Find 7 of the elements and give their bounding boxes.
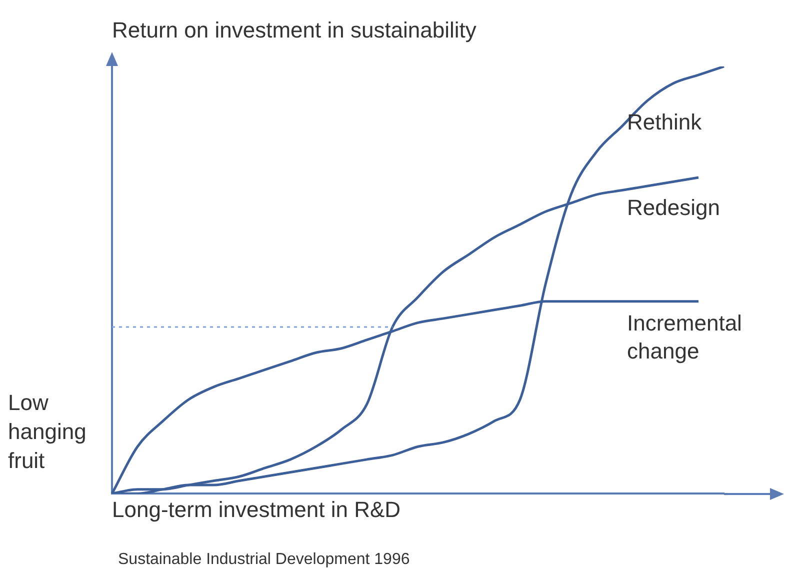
series-label: Rethink: [627, 110, 703, 135]
text: Low hanging fruit: [8, 389, 88, 475]
text: Sustainable Industrial Development 1996: [118, 551, 410, 569]
series-label: Redesign: [627, 195, 720, 220]
x-axis-title: Long-term investment in R&D: [112, 496, 401, 522]
chart-title: Return on investment in sustainability: [112, 17, 476, 42]
series-label: Incremental change: [627, 310, 742, 364]
